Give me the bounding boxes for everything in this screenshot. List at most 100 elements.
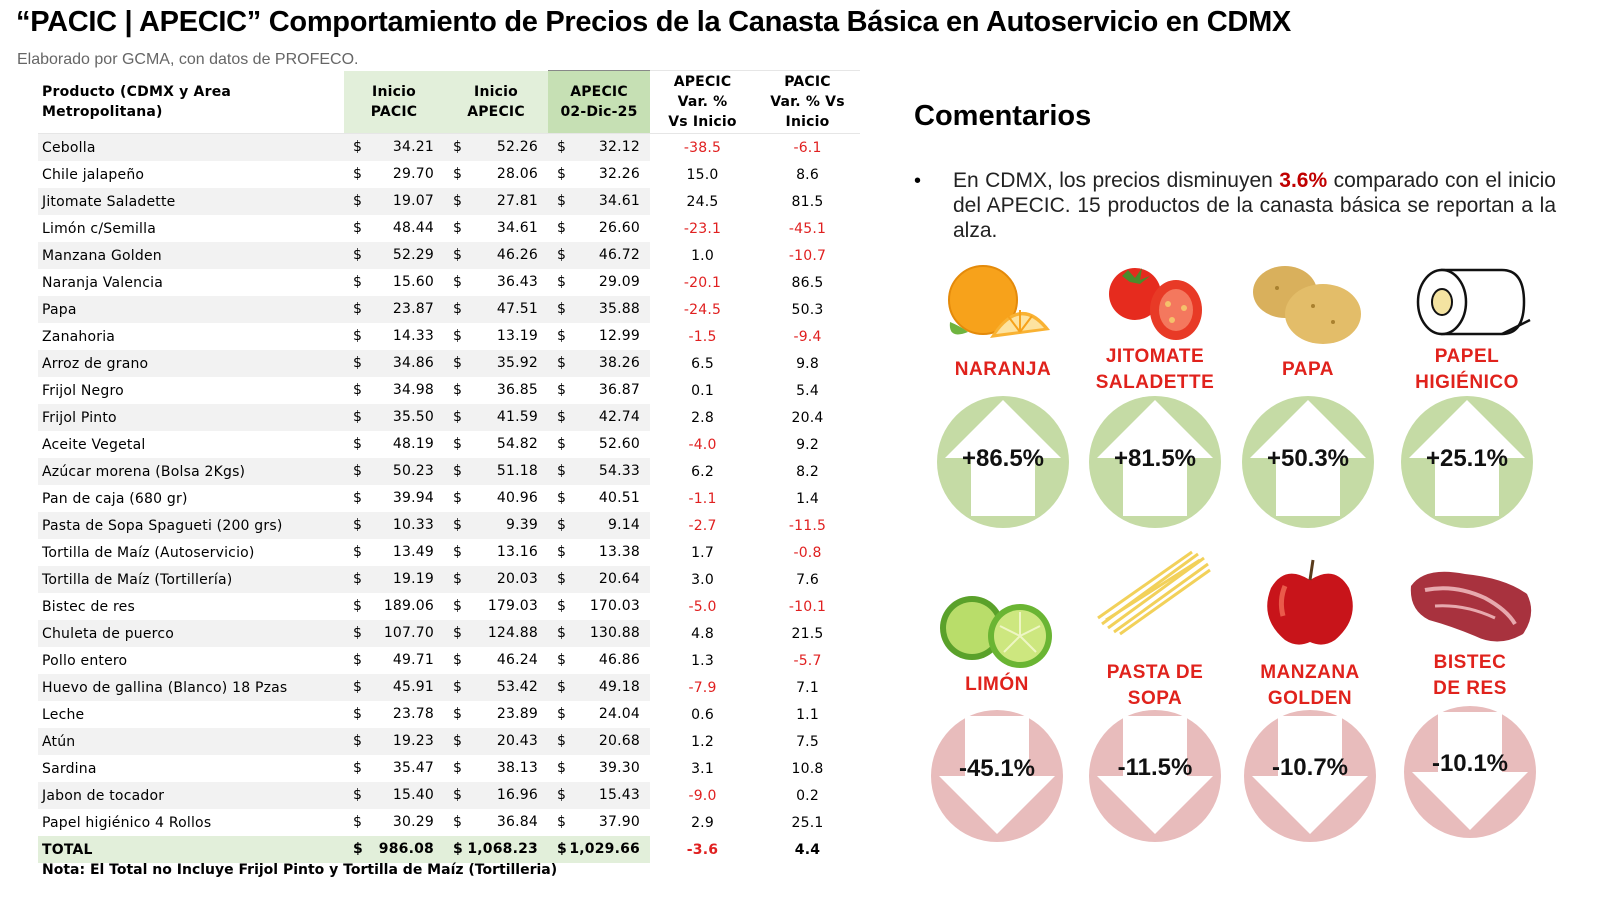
currency-sign: $ (557, 625, 567, 641)
label-line: SALADETTE (1095, 372, 1215, 393)
highlight-card-pasta: PASTA DE SOPA -11.5% (1080, 548, 1230, 842)
label-line: HIGIÉNICO (1415, 372, 1519, 393)
cell-apecic: $124.88 (444, 620, 548, 647)
cell-product: TOTAL (38, 836, 344, 863)
cell-product: Manzana Golden (38, 242, 344, 269)
currency-sign: $ (453, 544, 463, 560)
cell-var-pacic: -0.8 (793, 544, 822, 561)
cell-value: 34.61 (496, 220, 538, 236)
cell-pacic: $986.08 (344, 836, 444, 863)
cell-value: 29.09 (598, 274, 640, 290)
cell-value: 170.03 (589, 598, 640, 614)
cell-var-pacic: 21.5 (791, 625, 824, 642)
highlight-label-jitomate: JITOMATE SALADETTE (1080, 344, 1230, 396)
cell-value: 46.86 (598, 652, 640, 668)
cell-apecic: $41.59 (444, 404, 548, 431)
cell-pacic: $19.19 (344, 566, 444, 593)
highlight-value-bistec: -10.1% (1431, 750, 1509, 777)
cell-var-apecic: -5.0 (688, 598, 717, 615)
cell-var-apecic: -20.1 (683, 274, 722, 291)
cell-product: Aceite Vegetal (38, 431, 344, 458)
cell-var-apecic: 1.7 (691, 544, 714, 561)
cell-value: 39.94 (392, 490, 434, 506)
cell-value: 54.82 (496, 436, 538, 452)
cell-value: 20.64 (598, 571, 640, 587)
cell-value: 47.51 (496, 301, 538, 317)
currency-sign: $ (557, 517, 567, 533)
table-row: Jabon de tocador $15.40 $16.96 $15.43 -9.0 0.… (38, 782, 860, 809)
cell-value: 36.85 (496, 382, 538, 398)
currency-sign: $ (557, 841, 567, 857)
currency-sign: $ (557, 760, 567, 776)
cell-value: 37.90 (598, 814, 640, 830)
header-var-pacic: PACIC Var. % Vs Inicio (755, 70, 860, 134)
cell-pacic: $48.19 (344, 431, 444, 458)
cell-apecic: $46.24 (444, 647, 548, 674)
total-row: TOTAL $986.08 $1,068.23 $1,029.66 -3.6 4.4 (38, 836, 860, 863)
cell-value: 13.19 (496, 328, 538, 344)
currency-sign: $ (557, 193, 567, 209)
cell-value: 26.60 (598, 220, 640, 236)
cell-var-pacic: 5.4 (796, 382, 819, 399)
cell-pacic: $107.70 (344, 620, 444, 647)
cell-current: $12.99 (548, 323, 650, 350)
cell-value: 107.70 (383, 625, 434, 641)
currency-sign: $ (557, 544, 567, 560)
cell-value: 34.98 (392, 382, 434, 398)
label-line: BISTEC (1433, 652, 1507, 673)
cell-var-apecic: 6.2 (691, 463, 714, 480)
cell-value: 1,068.23 (467, 841, 538, 857)
lime-icon (940, 596, 1052, 668)
header-current-line1: APECIC (570, 84, 628, 100)
header-apecic-start: Inicio APECIC (444, 70, 548, 134)
cell-value: 53.42 (496, 679, 538, 695)
cell-var-apecic: -3.6 (650, 836, 755, 863)
currency-sign: $ (453, 841, 463, 857)
cell-current: $26.60 (548, 215, 650, 242)
cell-var-apecic: 1.0 (691, 247, 714, 264)
cell-apecic: $9.39 (444, 512, 548, 539)
currency-sign: $ (453, 247, 463, 263)
cell-value: 35.47 (392, 760, 434, 776)
cell-value: 49.71 (392, 652, 434, 668)
cell-apecic: $47.51 (444, 296, 548, 323)
cell-current: $29.09 (548, 269, 650, 296)
cell-var-apecic: 3.0 (691, 571, 714, 588)
cell-var-apecic: -1.5 (688, 328, 717, 345)
cell-var-pacic: 7.6 (796, 571, 819, 588)
cell-current: $32.12 (548, 133, 650, 161)
cell-current: $24.04 (548, 701, 650, 728)
cell-apecic: $28.06 (444, 161, 548, 188)
cell-value: 10.33 (392, 517, 434, 533)
currency-sign: $ (453, 463, 463, 479)
cell-apecic: $40.96 (444, 485, 548, 512)
cell-value: 36.87 (598, 382, 640, 398)
currency-sign: $ (453, 814, 463, 830)
highlight-label-limon: LIMÓN (922, 672, 1072, 698)
cell-apecic: $20.03 (444, 566, 548, 593)
currency-sign: $ (353, 328, 363, 344)
currency-sign: $ (557, 409, 567, 425)
cell-apecic: $35.92 (444, 350, 548, 377)
cell-value: 36.43 (496, 274, 538, 290)
cell-pacic: $19.23 (344, 728, 444, 755)
cell-var-pacic: 8.6 (796, 166, 819, 183)
currency-sign: $ (453, 733, 463, 749)
currency-sign: $ (557, 274, 567, 290)
cell-value: 48.19 (392, 436, 434, 452)
cell-value: 20.68 (598, 733, 640, 749)
highlight-card-limon: LIMÓN -45.1% (922, 560, 1072, 842)
cell-product: Naranja Valencia (38, 269, 344, 296)
cell-value: 27.81 (496, 193, 538, 209)
currency-sign: $ (557, 463, 567, 479)
header-pacic-line2: PACIC (370, 103, 418, 120)
cell-product: Bistec de res (38, 593, 344, 620)
arrow-up-icon (1242, 396, 1374, 528)
cell-var-pacic: 4.4 (755, 836, 860, 863)
currency-sign: $ (353, 652, 363, 668)
cell-current: $9.14 (548, 512, 650, 539)
currency-sign: $ (453, 274, 463, 290)
cell-pacic: $10.33 (344, 512, 444, 539)
label-line: LIMÓN (965, 674, 1029, 695)
table-row: Atún $19.23 $20.43 $20.68 1.2 7.5 (38, 728, 860, 755)
